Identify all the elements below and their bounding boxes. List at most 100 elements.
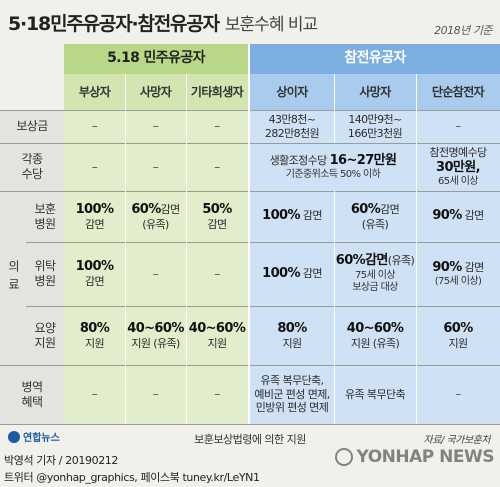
footer-note: 보훈보상법령에 의한 지원 <box>194 433 306 446</box>
wituk-injured-text: 감면 <box>84 275 105 289</box>
allow-living-line1: 생활조정수당 16~27만원 <box>270 153 397 169</box>
bohun-other-text: 감면 <box>207 217 227 231</box>
wituk-simple-note: (75세 이상) <box>434 275 482 287</box>
watermark-icon <box>334 448 353 466</box>
cell-wituk-simple: 90% 감면 (75세 이상) <box>416 242 500 306</box>
cell-wituk-deceased: – <box>152 266 159 281</box>
bohun-injured-value: 100% <box>75 201 114 217</box>
wituk-wounded-text: 감면 <box>302 266 323 280</box>
cell-mil-deceased: – <box>152 387 159 401</box>
cell-allow-injured: – <box>91 159 98 174</box>
wituk-vet-deceased-age: 75세 이상 <box>355 269 396 281</box>
cell-allow-other: – <box>214 159 220 174</box>
bohun-wounded-value: 100% <box>262 208 300 224</box>
cell-yoyang-deceased: 40~60% 지원 (유족) <box>125 306 186 365</box>
cell-yoyang-other: 40~60% 지원 <box>186 306 248 365</box>
yoyang-injured-value: 80% <box>79 320 110 336</box>
comp-vet-deceased-line1: 140만9천~ <box>348 112 402 126</box>
yoyang-simple-value: 60% <box>443 320 473 336</box>
row-label-wituk-line2: 병원 <box>34 274 56 288</box>
bohun-simple-value: 90% <box>432 208 462 224</box>
row-label-nursing-support: 요양 지원 <box>26 306 64 365</box>
row-label-medical-text: 의료 <box>6 260 21 296</box>
divider-row-5 <box>0 365 500 366</box>
comparison-table: 5.18 민주유공자 참전유공자 부상자 사망자 기타희생자 상이자 사망자 단… <box>0 44 500 425</box>
cell-comp-vet-deceased: 140만9천~ 166만3천원 <box>334 110 416 143</box>
yonhap-logo: 연합뉴스 <box>8 429 60 444</box>
allow-living-prefix: 생활조정수당 <box>269 153 328 167</box>
wituk-simple-line1: 90% 감면 <box>432 259 485 276</box>
cell-bohun-vet-deceased: 60%감면 (유족) <box>334 191 416 242</box>
green-body <box>64 110 248 424</box>
cell-yoyang-wounded: 80% 지원 <box>250 306 334 365</box>
col-header-injured: 부상자 <box>64 74 125 110</box>
row-label-bohun-line1: 보훈 <box>34 201 56 216</box>
cell-yoyang-simple: 60% 지원 <box>416 306 500 365</box>
page-title: 5·18민주유공자·참전유공자 보훈수혜 비교 <box>8 9 318 36</box>
cell-mil-wounded: 유족 복무단축, 예비군 편성 면제, 민방위 편성 면제 <box>250 365 334 424</box>
cell-wituk-injured: 100% 감면 <box>64 242 125 306</box>
yoyang-deceased-value: 40~60% <box>127 320 184 336</box>
allow-simple-amount: 30만원, <box>436 159 481 175</box>
bohun-deceased-value: 60% <box>131 201 161 217</box>
allow-simple-age: 65세 이상 <box>438 175 479 187</box>
divider-col-1 <box>125 74 126 424</box>
divider-row-3 <box>26 242 500 243</box>
divider-col-4b <box>334 191 335 424</box>
cell-mil-simple: – <box>455 387 461 401</box>
comp-wounded-line2: 282만8천원 <box>264 126 320 140</box>
yoyang-vet-deceased-text: 지원 (유족) <box>350 336 400 350</box>
col-header-wounded: 상이자 <box>250 74 334 110</box>
bohun-injured-text: 감면 <box>84 217 105 231</box>
yoyang-deceased-text: 지원 (유족) <box>131 336 180 350</box>
bohun-vet-deceased-line1: 60%감면 <box>351 202 400 218</box>
row-label-nursing-line1: 요양 <box>34 320 56 335</box>
yoyang-vet-deceased-value: 40~60% <box>346 320 404 336</box>
cell-bohun-simple: 90% 감면 <box>416 191 500 242</box>
divider-row-bottom <box>0 424 500 425</box>
bohun-vet-deceased-text: 감면 <box>380 202 400 216</box>
wituk-wounded-line: 100% 감면 <box>262 266 322 282</box>
wituk-vet-deceased-value: 60%감면 <box>335 253 389 269</box>
divider-col-5 <box>416 74 417 424</box>
wituk-simple-text: 감면 <box>464 260 485 274</box>
row-label-bohun-hospital: 보훈 병원 <box>26 191 64 242</box>
title-bar: 5·18민주유공자·참전유공자 보훈수혜 비교 2018년 기준 <box>0 0 500 44</box>
mil-wounded-line3: 민방위 편성 면제 <box>255 401 329 415</box>
cell-bohun-injured: 100% 감면 <box>64 191 125 242</box>
reference-year: 2018년 기준 <box>434 24 492 37</box>
header-group-veterans: 참전유공자 <box>250 44 500 74</box>
cell-wituk-wounded: 100% 감면 <box>250 242 334 306</box>
bohun-vet-deceased-note: (유족) <box>361 217 389 231</box>
wituk-injured-value: 100% <box>75 259 114 274</box>
wituk-simple-value: 90% <box>432 259 462 275</box>
bohun-deceased-text: 감면 <box>160 202 181 216</box>
bohun-wounded-text: 감면 <box>302 209 323 223</box>
col-header-deceased: 사망자 <box>125 74 186 110</box>
cell-yoyang-vet-deceased: 40~60% 지원 (유족) <box>334 306 416 365</box>
cell-comp-other: – <box>214 119 220 133</box>
allow-living-note: 기준중위소득 50% 이하 <box>285 168 381 180</box>
row-label-wituk-hospital: 위탁 병원 <box>26 242 64 306</box>
wituk-wounded-value: 100% <box>262 265 300 281</box>
page-subtitle: 보훈수혜 비교 <box>224 15 318 35</box>
credit-author: 박영석 기자 / 20190212 <box>4 454 118 467</box>
wituk-vet-deceased-line1: 60%감면(유족) <box>335 253 415 269</box>
cell-allow-living-adjustment: 생활조정수당 16~27만원 기준중위소득 50% 이하 <box>250 143 416 191</box>
cell-bohun-deceased: 60%감면 (유족) <box>125 191 186 242</box>
cell-wituk-vet-deceased: 60%감면(유족) 75세 이상 보상금 대상 <box>334 242 416 306</box>
yoyang-wounded-text: 지원 <box>282 336 302 350</box>
row-label-bohun-line2: 병원 <box>34 216 56 231</box>
divider-row-1 <box>0 143 500 144</box>
cell-bohun-other: 50% 감면 <box>186 191 248 242</box>
row-label-military: 병역 혜택 <box>0 365 64 424</box>
divider-row-header <box>0 110 500 111</box>
title-main-text: 5·18민주유공자·참전유공자 <box>8 13 220 35</box>
cell-allow-simple: 참전명예수당 30만원, 65세 이상 <box>416 143 500 191</box>
row-label-allowance: 각종 수당 <box>0 143 64 191</box>
mil-wounded-line2: 예비군 편성 면제, <box>254 387 330 401</box>
divider-col-group <box>248 44 250 424</box>
bohun-deceased-note: (유족) <box>142 217 169 231</box>
cell-wituk-other: – <box>214 266 220 281</box>
cell-bohun-wounded: 100% 감면 <box>250 191 334 242</box>
